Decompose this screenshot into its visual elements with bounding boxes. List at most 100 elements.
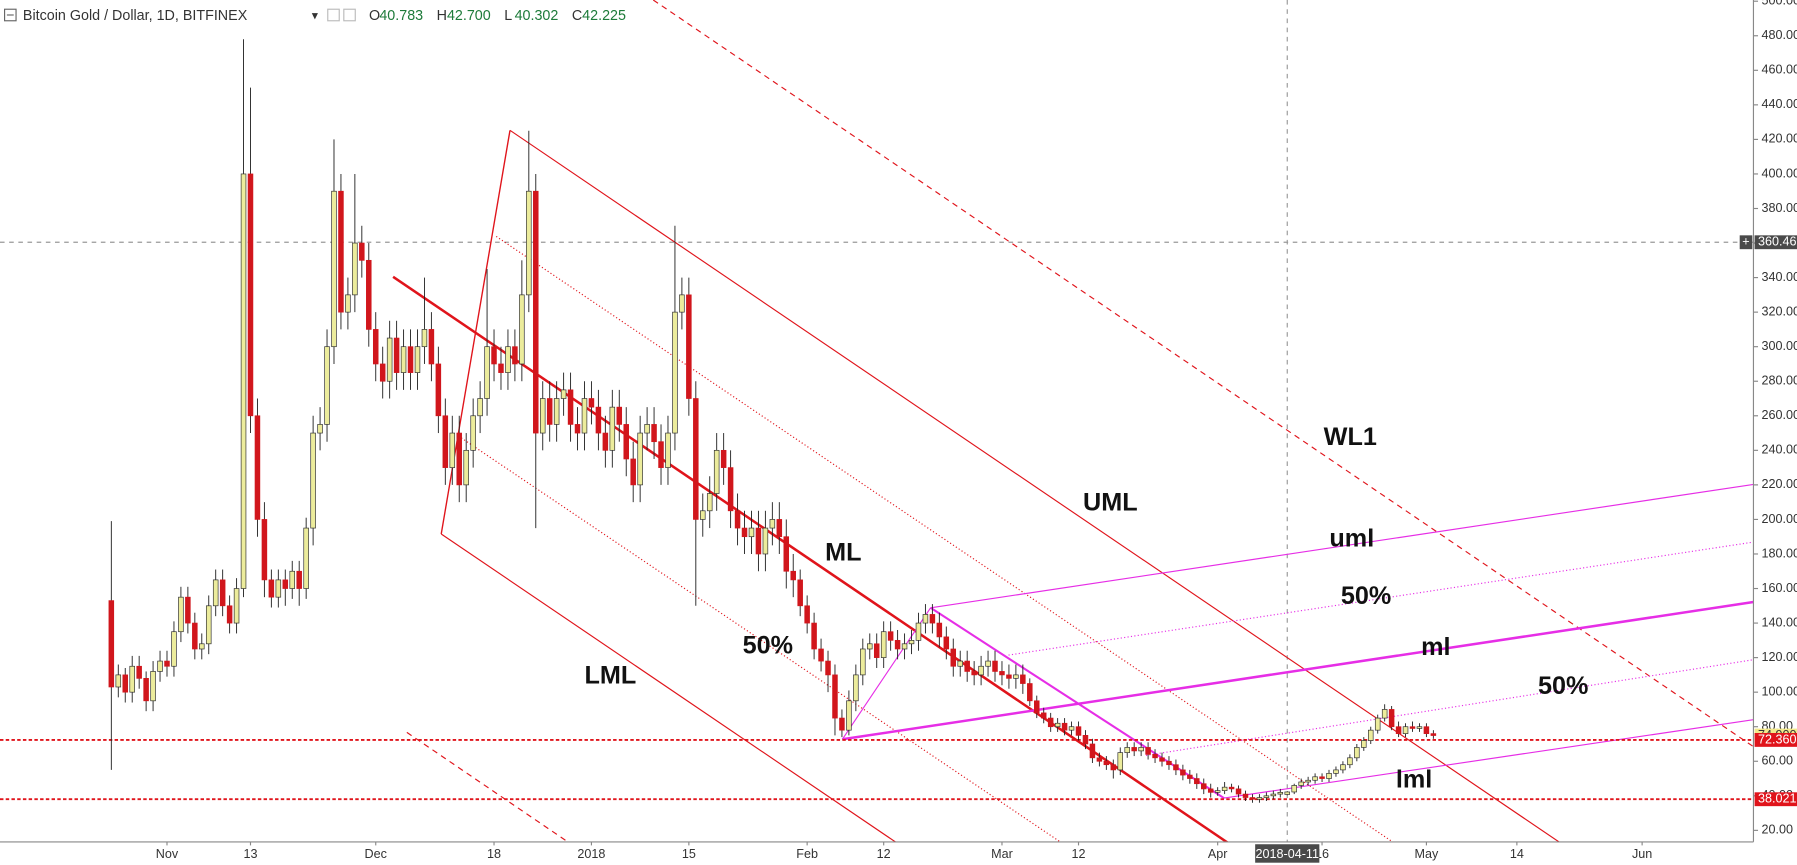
- candle-body-down: [456, 432, 462, 486]
- candle-body-up: [706, 493, 713, 512]
- y-tick-label: 180.00: [1761, 546, 1797, 560]
- settings-icon[interactable]: [343, 8, 356, 22]
- candle-body-down: [282, 579, 289, 589]
- y-tick-label: 100.00: [1761, 684, 1797, 698]
- y-tick-label: 380.00: [1761, 201, 1797, 215]
- candle-body-down: [338, 190, 344, 313]
- candle-body-up: [1117, 752, 1124, 771]
- candle-body-down: [491, 346, 497, 365]
- crosshair-plus: +: [1742, 235, 1749, 249]
- candle-body-down: [164, 660, 170, 667]
- candle-body-up: [519, 294, 525, 365]
- x-tick-label: 15: [682, 847, 696, 861]
- candle-body-up: [1256, 797, 1263, 800]
- candle-body-up: [644, 424, 650, 434]
- candle-body-up: [505, 346, 511, 373]
- candle-body-up: [560, 389, 567, 399]
- candle-body-up: [901, 643, 908, 650]
- candle-body-up: [352, 242, 358, 296]
- candle-body-up: [1402, 726, 1409, 734]
- x-tick-label: 2018: [577, 847, 605, 861]
- candle-body-down: [1061, 722, 1068, 731]
- annotation-label: ML: [825, 538, 861, 566]
- candle-body-down: [1034, 700, 1040, 714]
- candle-body-up: [762, 527, 769, 555]
- candle-body-down: [1207, 788, 1214, 793]
- candle-body-up: [157, 660, 163, 672]
- candle-body-down: [136, 665, 142, 679]
- candle-body-up: [303, 527, 309, 589]
- candle-body-down: [1096, 757, 1103, 762]
- annotation-label: LML: [584, 662, 636, 690]
- annotation-label: lml: [1396, 765, 1432, 793]
- candle-body-up: [414, 346, 421, 373]
- candle-body-up: [421, 329, 428, 348]
- candle-body-down: [393, 337, 400, 373]
- candle-body-down: [839, 717, 845, 731]
- y-tick-label: 300.00: [1761, 339, 1797, 353]
- candle-body-down: [950, 648, 957, 667]
- x-tick-label: 12: [1072, 847, 1086, 861]
- candle-body-down: [734, 510, 741, 529]
- candle-body-down: [1110, 764, 1117, 771]
- ohlc-key: H: [437, 8, 447, 24]
- candle-body-up: [672, 311, 678, 434]
- x-tick-label: May: [1415, 847, 1439, 861]
- candle-body-up: [700, 510, 706, 520]
- candle-body-down: [1388, 709, 1395, 728]
- candle-body-up: [463, 449, 469, 486]
- candle-body-up: [1054, 722, 1061, 728]
- candle-body-up: [860, 648, 866, 676]
- price-label: 72.360: [1758, 732, 1797, 746]
- crosshair-plus-box: [1739, 235, 1753, 250]
- candle-body-up: [205, 605, 212, 645]
- x-tick-label: 18: [487, 847, 501, 861]
- ohlc-key: O: [369, 8, 380, 24]
- candle-body-up: [1333, 769, 1339, 774]
- ohlc-value: 40.783: [379, 8, 423, 24]
- candle-body-up: [400, 346, 407, 373]
- ohlc-key: C: [572, 8, 582, 24]
- y-tick-label: 20.00: [1761, 823, 1792, 837]
- x-tick-label: Nov: [156, 847, 179, 861]
- candle-body-down: [268, 579, 275, 598]
- candle-body-down: [964, 660, 970, 672]
- ohlc-value: 42.700: [447, 8, 491, 24]
- candle-body-down: [226, 605, 233, 624]
- candle-body-up: [317, 424, 323, 434]
- candle-body-down: [1075, 726, 1082, 736]
- magenta-lml-line: [1223, 719, 1754, 799]
- candle-body-down: [1194, 778, 1200, 785]
- candle-body-down: [873, 643, 880, 658]
- candle-body-down: [247, 173, 254, 417]
- candle-body-up: [539, 398, 546, 434]
- candle-body-up: [345, 294, 351, 313]
- candle-body-up: [1214, 790, 1221, 793]
- candle-body-down: [1173, 764, 1179, 771]
- candle-body-down: [686, 294, 692, 399]
- visibility-icon[interactable]: [327, 8, 340, 22]
- dropdown-arrow[interactable]: ▾: [312, 8, 319, 22]
- candle-body-up: [679, 294, 685, 313]
- x-tick-label: Apr: [1208, 847, 1228, 861]
- y-tick-label: 440.00: [1761, 97, 1797, 111]
- x-tick-label: Dec: [365, 847, 387, 861]
- candle-body-down: [1249, 797, 1256, 800]
- annotation-label: 50%: [1341, 582, 1391, 610]
- candle-body-up: [1326, 773, 1332, 779]
- candle-body-down: [185, 596, 191, 624]
- y-tick-label: 480.00: [1761, 28, 1797, 42]
- candle-body-down: [296, 570, 302, 589]
- price-label-box: [1754, 732, 1797, 747]
- candle-body-down: [1319, 776, 1325, 779]
- annotation-label: 50%: [1538, 672, 1588, 700]
- candle-body-down: [887, 631, 894, 641]
- candle-body-down: [1159, 757, 1165, 762]
- candle-body-down: [574, 424, 581, 434]
- candle-body-down: [366, 259, 372, 330]
- annotation-label: ml: [1421, 633, 1450, 661]
- collapse-icon[interactable]: [4, 8, 17, 22]
- candle-body-down: [1027, 683, 1033, 702]
